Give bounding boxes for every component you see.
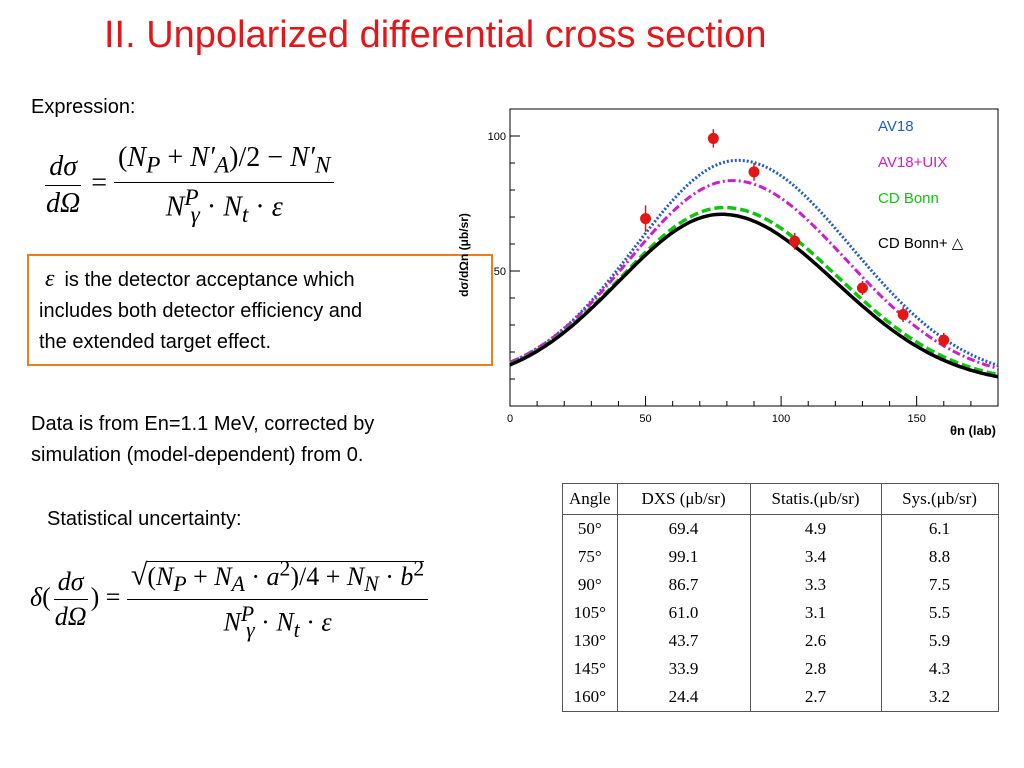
legend-entry-2: CD Bonn bbox=[878, 190, 939, 207]
table-cell: 43.7 bbox=[616, 627, 751, 655]
table-cell: 4.9 bbox=[749, 514, 882, 543]
table-cell: 50° bbox=[562, 514, 618, 543]
table-row: 145° 33.9 2.8 4.3 bbox=[562, 655, 999, 683]
x-tick-label: 100 bbox=[772, 413, 790, 425]
table-cell: 130° bbox=[562, 627, 618, 655]
table-cell: 2.8 bbox=[749, 655, 882, 683]
x-tick-label: 50 bbox=[639, 413, 651, 425]
data-point bbox=[707, 132, 719, 144]
acceptance-note-line3: the extended target effect. bbox=[39, 331, 272, 353]
table-cell: 86.7 bbox=[616, 571, 751, 599]
data-note-line1: Data is from En=1.1 MeV, corrected by bbox=[31, 413, 375, 435]
slide-title: II. Unpolarized differential cross secti… bbox=[104, 14, 767, 56]
legend-entry-3: CD Bonn+ △ bbox=[878, 235, 964, 252]
table-header-cell: DXS (μb/sr) bbox=[616, 483, 751, 515]
table-cell: 3.3 bbox=[749, 571, 882, 599]
table-row: 160° 24.4 2.7 3.2 bbox=[562, 683, 999, 712]
table-cell: 99.1 bbox=[616, 543, 751, 571]
data-point bbox=[938, 334, 950, 346]
table-cell: 2.7 bbox=[749, 683, 882, 712]
table-cell: 5.5 bbox=[880, 599, 999, 627]
table-cell: 3.2 bbox=[880, 683, 999, 712]
plot-frame bbox=[509, 108, 999, 407]
y-tick-label: 50 bbox=[494, 266, 506, 278]
table-header-cell: Sys.(μb/sr) bbox=[880, 483, 999, 515]
series-line-1 bbox=[509, 179, 999, 370]
table-cell: 145° bbox=[562, 655, 618, 683]
table-cell: 3.4 bbox=[749, 543, 882, 571]
table-row: 130° 43.7 2.6 5.9 bbox=[562, 627, 999, 655]
data-point bbox=[856, 282, 868, 294]
statistical-uncertainty-label: Statistical uncertainty: bbox=[47, 508, 242, 530]
x-tick-label: 150 bbox=[907, 413, 925, 425]
table-cell: 69.4 bbox=[616, 514, 751, 543]
uncertainty-formula: δ(dσ dΩ) = √(NP + NA · a2)/4 + NN · b2 NPγ… bbox=[30, 556, 429, 643]
legend-entry-1: AV18+UIX bbox=[878, 154, 947, 171]
data-point bbox=[640, 213, 652, 225]
table-header-cell: Angle bbox=[562, 483, 618, 515]
table-cell: 75° bbox=[562, 543, 618, 571]
table-header-cell: Statis.(μb/sr) bbox=[749, 483, 882, 515]
table-cell: 105° bbox=[562, 599, 618, 627]
data-point bbox=[897, 308, 909, 320]
data-table-container: Angle DXS (μb/sr) Statis.(μb/sr) Sys.(μb/sr… bbox=[562, 483, 999, 712]
table-cell: 160° bbox=[562, 683, 618, 712]
legend-entry-0: AV18 bbox=[878, 118, 914, 135]
data-note: Data is from En=1.1 MeV, corrected by si… bbox=[31, 409, 374, 471]
y-tick-label: 100 bbox=[488, 131, 506, 143]
table-row: 90° 86.7 3.3 7.5 bbox=[562, 571, 999, 599]
table-cell: 24.4 bbox=[616, 683, 751, 712]
x-axis-label: θn (lab) bbox=[950, 423, 996, 438]
table-row: 105° 61.0 3.1 5.5 bbox=[562, 599, 999, 627]
table-cell: 2.6 bbox=[749, 627, 882, 655]
data-point bbox=[748, 166, 760, 178]
cross-section-chart: 0 50 100 150 50 100 AV18 AV18+UIX CD Bonn CD Bon… bbox=[457, 108, 999, 438]
epsilon-symbol: ε bbox=[45, 266, 55, 292]
data-point bbox=[789, 235, 801, 247]
table-cell: 4.3 bbox=[880, 655, 999, 683]
cross-section-table: Angle DXS (μb/sr) Statis.(μb/sr) Sys.(μb/sr… bbox=[562, 483, 999, 712]
acceptance-note-line1: is the detector acceptance which bbox=[64, 269, 355, 291]
expression-label: Expression: bbox=[31, 96, 136, 118]
table-cell: 6.1 bbox=[880, 514, 999, 543]
table-cell: 33.9 bbox=[616, 655, 751, 683]
table-row: 50° 69.4 4.9 6.1 bbox=[562, 514, 999, 543]
cross-section-formula: dσ dΩ = (NP + N′A)/2 − N′N NPγ · Nt · ε bbox=[42, 142, 335, 229]
table-cell: 3.1 bbox=[749, 599, 882, 627]
table-cell: 8.8 bbox=[880, 543, 999, 571]
table-cell: 61.0 bbox=[616, 599, 751, 627]
y-axis-label: dσ/dΩn (μb/sr) bbox=[457, 213, 471, 297]
acceptance-note-line2: includes both detector efficiency and bbox=[39, 300, 363, 322]
table-cell: 7.5 bbox=[880, 571, 999, 599]
acceptance-note-box: ε is the detector acceptance which includ… bbox=[27, 254, 493, 366]
series-line-3 bbox=[509, 212, 999, 379]
table-row: 75° 99.1 3.4 8.8 bbox=[562, 543, 999, 571]
table-cell: 5.9 bbox=[880, 627, 999, 655]
data-note-line2: simulation (model-dependent) from 0. bbox=[31, 444, 364, 466]
table-cell: 90° bbox=[562, 571, 618, 599]
x-tick-label: 0 bbox=[507, 413, 513, 425]
